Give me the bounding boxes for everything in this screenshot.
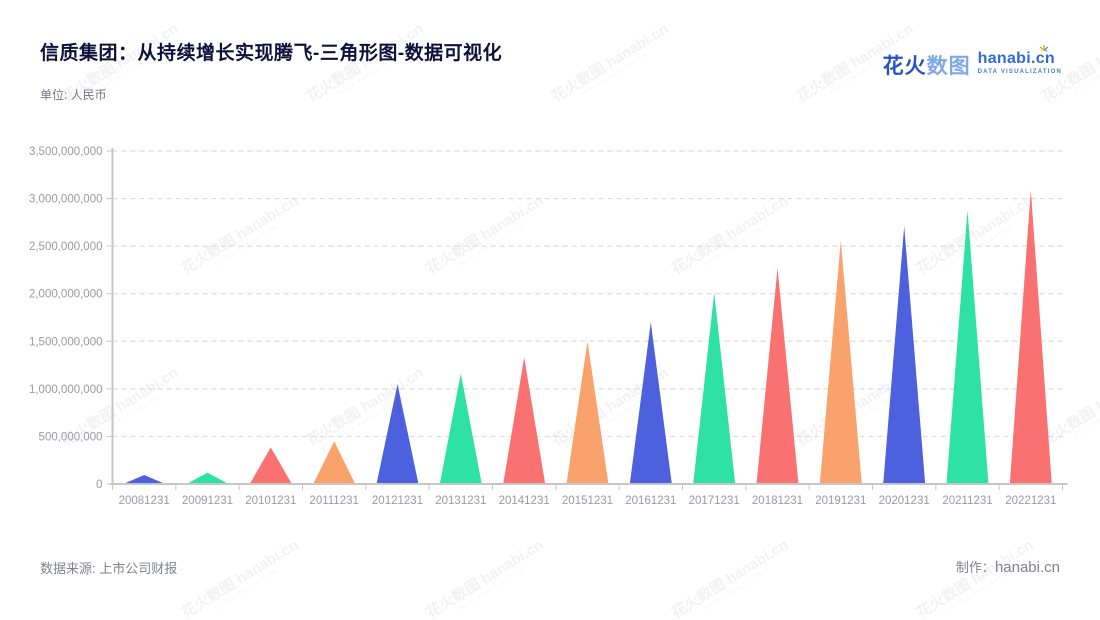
triangle-20181231[interactable]	[756, 268, 799, 484]
triangle-20081231[interactable]	[123, 475, 166, 484]
x-axis-label: 20161231	[625, 495, 676, 507]
credit-site: hanabi.cn	[994, 559, 1060, 576]
x-axis-label: 20141231	[499, 495, 550, 507]
logo-tagline: DATA VISUALIZATION	[977, 69, 1062, 75]
triangle-20171231[interactable]	[693, 292, 736, 484]
triangle-20211231[interactable]	[946, 210, 989, 484]
sparkle-icon	[1039, 45, 1049, 52]
credit-label: 制作：	[955, 560, 995, 575]
page-title: 信质集团：从持续增长实现腾飞-三角形图-数据可视化	[40, 43, 503, 64]
triangle-20111231[interactable]	[313, 441, 356, 484]
triangle-20161231[interactable]	[629, 322, 672, 484]
triangle-20101231[interactable]	[249, 447, 292, 484]
x-axis-label: 20101231	[245, 495, 296, 507]
x-axis-label: 20191231	[815, 495, 866, 507]
x-axis-label: 20131231	[435, 495, 486, 507]
triangle-20201231[interactable]	[883, 226, 926, 484]
triangle-20141231[interactable]	[503, 357, 546, 485]
x-axis-label: 20171231	[689, 495, 740, 507]
triangle-20131231[interactable]	[439, 373, 482, 484]
x-axis-label: 20181231	[752, 495, 803, 507]
logo-cn-secondary: 数图	[926, 55, 971, 78]
data-source: 数据来源: 上市公司财报	[40, 561, 178, 576]
x-axis-label: 20121231	[372, 495, 423, 507]
x-axis-label: 20201231	[879, 495, 930, 507]
unit-label: 单位: 人民币	[40, 88, 107, 102]
y-axis-label: 500,000,000	[39, 431, 103, 443]
y-axis-label: 1,500,000,000	[29, 336, 103, 348]
x-axis-label: 20211231	[942, 495, 992, 507]
triangle-20191231[interactable]	[819, 240, 862, 484]
triangle-20121231[interactable]	[376, 384, 419, 484]
y-axis-label: 0	[96, 479, 102, 491]
x-axis-label: 20091231	[182, 495, 233, 507]
triangle-20091231[interactable]	[186, 472, 229, 484]
triangle-20221231[interactable]	[1009, 190, 1052, 484]
y-axis-label: 2,500,000,000	[29, 241, 103, 253]
triangle-20151231[interactable]	[566, 341, 609, 484]
y-axis-label: 1,000,000,000	[29, 384, 103, 396]
x-axis-label: 20111231	[309, 495, 358, 507]
credit: 制作：hanabi.cn	[956, 557, 1060, 576]
logo-site-text: hanabi.cn	[977, 50, 1056, 67]
x-axis-label: 20151231	[562, 495, 613, 507]
x-axis-label: 20081231	[119, 495, 170, 507]
y-axis-label: 2,000,000,000	[29, 289, 103, 301]
y-axis-label: 3,500,000,000	[29, 146, 103, 158]
x-axis-label: 20221231	[1005, 495, 1056, 507]
logo-cn-primary: 花火	[882, 55, 927, 78]
hanabi-logo: 花火 数图 hanabi.cn DATA VISUALIZATION	[882, 45, 1062, 80]
y-axis-label: 3,000,000,000	[29, 194, 103, 206]
